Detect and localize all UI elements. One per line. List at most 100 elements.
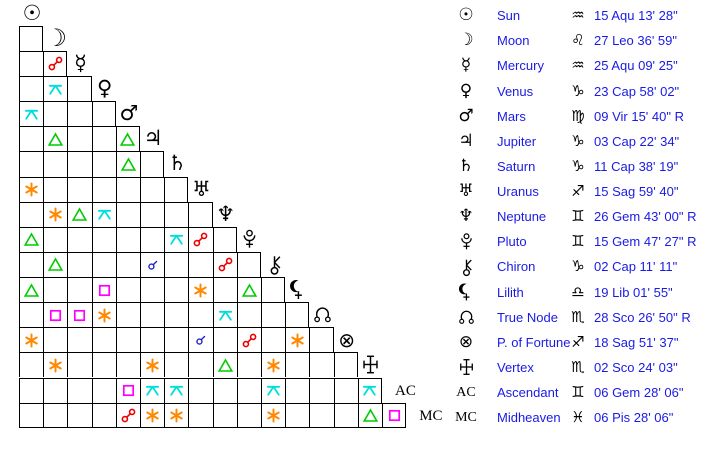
sign-icon-pisces: ♓ <box>563 405 593 430</box>
aspect-cell-neptune-pluto <box>212 226 237 252</box>
planet-glyph-ascendant: AC <box>456 384 476 400</box>
grid-planet-glyph-pluto <box>236 226 264 253</box>
aspect-cell-sun-neptune <box>19 201 44 227</box>
aspect-cell-sun-uranus <box>19 176 44 202</box>
planet-glyph-sun: ☉ <box>458 5 474 26</box>
aspect-cell-saturn-true-node <box>164 302 189 328</box>
conjunction-aspect-icon <box>196 336 206 346</box>
grid-planet-glyph-lilith <box>284 276 312 303</box>
planet-name: Vertex <box>497 359 534 375</box>
planet-name: Pluto <box>497 234 527 250</box>
aspect-cell-moon-venus <box>43 76 68 102</box>
aspect-cell-mercury-midheaven <box>67 402 92 428</box>
aspect-cell-mars-saturn <box>115 151 140 177</box>
opposition-aspect-icon <box>242 333 257 348</box>
aspect-cell-saturn-lilith <box>164 277 189 303</box>
position-value: 23 Cap 58' 02" <box>594 83 680 99</box>
planet-glyph-uranus: ♅ <box>458 181 474 202</box>
table-row-mercury: ☿ Mercury ♒ 25 Aqu 09' 25" <box>0 53 705 78</box>
aspect-cell-pluto-ascendant <box>236 377 261 403</box>
aspect-cell-lilith-true-node <box>285 302 310 328</box>
planet-name: Sun <box>497 8 521 24</box>
aspect-cell-mars-midheaven <box>115 402 140 428</box>
aspect-cell-mars-ascendant <box>115 377 140 403</box>
aspect-cell-saturn-ascendant <box>164 377 189 403</box>
table-row-chiron: Chiron ♑ 02 Cap 11' 11" <box>0 254 705 279</box>
zodiac-glyph: ♊ <box>571 383 585 402</box>
table-row-moon: ☽ Moon ♌ 27 Leo 36' 59" <box>0 28 705 53</box>
planet-name: Ascendant <box>497 385 559 401</box>
trine-aspect-icon <box>72 207 88 222</box>
aspect-cell-mercury-vertex <box>67 352 92 378</box>
aspect-cell-true-node-p-of-fortune <box>309 327 334 353</box>
zodiac-glyph: ♑ <box>571 257 585 276</box>
sign-icon-capricorn: ♑ <box>563 254 593 279</box>
planet-name: True Node <box>497 309 558 325</box>
sextile-aspect-icon <box>267 408 280 423</box>
position-value: 09 Vir 15' 40" R <box>594 108 684 124</box>
table-row-saturn: ♄ Saturn ♑ 11 Cap 38' 19" <box>0 154 705 179</box>
table-row-venus: ♀ Venus ♑ 23 Cap 58' 02" <box>0 79 705 104</box>
grid-planet-glyph-mercury: ☿ <box>74 50 87 75</box>
position-value: 06 Pis 28' 06" <box>594 410 674 426</box>
planet-name: Saturn <box>497 158 536 174</box>
position-value: 06 Gem 28' 06" <box>594 385 684 401</box>
trine-aspect-icon <box>23 282 40 297</box>
planet-glyph-venus: ♀ <box>459 80 473 101</box>
aspect-cell-mercury-mars <box>67 101 92 127</box>
planet-glyph-chiron <box>448 254 484 279</box>
aspect-cell-venus-midheaven <box>91 402 116 428</box>
aspect-cell-jupiter-pluto <box>140 226 165 252</box>
aspect-cell-mercury-pluto <box>67 226 92 252</box>
planet-name: Jupiter <box>497 133 537 149</box>
planet-name: P. of Fortune <box>497 334 571 350</box>
quincunx-aspect-icon <box>24 109 39 120</box>
sign-icon-leo: ♌ <box>563 28 593 53</box>
aspect-cell-jupiter-chiron <box>140 251 165 277</box>
aspect-cell-chiron-lilith <box>261 277 286 303</box>
grid-planet-glyph-vertex <box>357 351 385 378</box>
table-row-true-node: True Node ♏ 28 Sco 26' 50" R <box>0 305 705 330</box>
aspect-cell-mercury-true-node <box>67 302 92 328</box>
grid-axis-label-ascendant: AC <box>395 382 416 399</box>
sextile-aspect-icon <box>25 182 38 197</box>
aspect-cell-sun-ascendant <box>19 377 44 403</box>
table-row-jupiter: ♃ Jupiter ♑ 03 Cap 22' 34" <box>0 129 705 154</box>
trine-aspect-icon <box>362 408 379 422</box>
position-value: 25 Aqu 09' 25" <box>594 58 678 74</box>
sign-icon-gemini: ♊ <box>563 229 593 254</box>
aspect-cell-uranus-true-node <box>188 302 213 328</box>
zodiac-glyph: ♏ <box>571 357 585 376</box>
aspect-cell-moon-p-of-fortune <box>43 327 68 353</box>
position-value: 15 Gem 47' 27" R <box>594 234 697 250</box>
aspect-cell-jupiter-true-node <box>140 302 165 328</box>
opposition-aspect-icon <box>121 408 136 423</box>
planet-name: Venus <box>497 83 534 99</box>
aspect-cell-moon-ascendant <box>43 377 68 403</box>
aspect-cell-mercury-venus <box>67 76 92 102</box>
quincunx-aspect-icon <box>363 385 377 396</box>
aspect-cell-jupiter-lilith <box>140 277 165 303</box>
table-row-midheaven: MC Midheaven ♓ 06 Pis 28' 06" <box>0 405 705 430</box>
square-aspect-icon <box>122 384 134 397</box>
aspect-cell-venus-mars <box>91 101 116 127</box>
table-row-ascendant: AC Ascendant ♊ 06 Gem 28' 06" <box>0 380 705 405</box>
sign-icon-virgo: ♍ <box>563 104 593 129</box>
zodiac-glyph: ♏ <box>571 307 585 326</box>
aspect-cell-mercury-jupiter <box>67 126 92 152</box>
planet-name: Uranus <box>497 184 539 200</box>
aspect-cell-mercury-p-of-fortune <box>67 327 92 353</box>
aspect-cell-sun-vertex <box>19 352 44 378</box>
aspect-cell-vertex-ascendant <box>357 377 382 403</box>
aspect-cell-venus-uranus <box>91 176 116 202</box>
table-row-lilith: Lilith ♎ 19 Lib 01' 55" <box>0 280 705 305</box>
aspect-cell-saturn-pluto <box>164 226 189 252</box>
aspect-cell-chiron-vertex <box>261 352 286 378</box>
quincunx-aspect-icon <box>218 310 232 321</box>
position-value: 15 Aqu 13' 28" <box>594 8 678 24</box>
sextile-aspect-icon <box>291 333 304 348</box>
grid-planet-glyph-saturn: ♄ <box>167 151 187 176</box>
quincunx-aspect-icon <box>266 385 281 396</box>
aspect-cell-uranus-lilith <box>188 277 213 303</box>
